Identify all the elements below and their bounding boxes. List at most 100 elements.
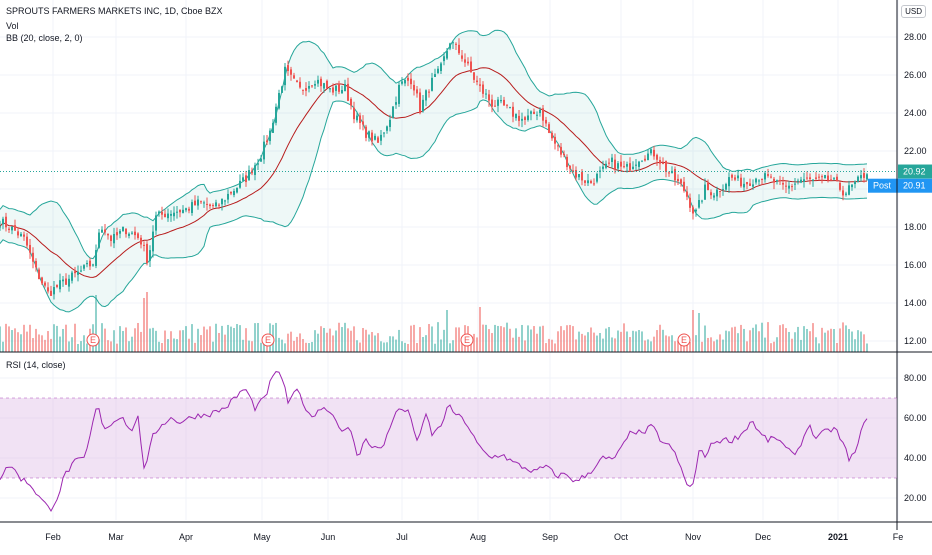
candle-body — [563, 153, 565, 156]
volume-bar — [731, 327, 733, 352]
volume-bar — [161, 343, 163, 352]
candle-body — [395, 102, 397, 105]
volume-bar — [62, 328, 64, 352]
volume-bar — [131, 336, 133, 352]
volume-bar — [26, 331, 28, 352]
volume-bar — [629, 337, 631, 352]
candle-body — [26, 236, 28, 246]
candle-body — [623, 166, 625, 168]
volume-bar — [476, 337, 478, 352]
candle-body — [758, 180, 760, 182]
candle-body — [212, 205, 214, 207]
candle-body — [152, 231, 154, 252]
time-axis-tick: Feb — [45, 532, 61, 542]
candle-body — [719, 190, 721, 192]
candle-body — [155, 215, 157, 231]
volume-bar — [134, 328, 136, 352]
price-axis-tick: 28.00 — [904, 32, 927, 42]
volume-bar — [656, 330, 658, 352]
volume-bar — [56, 325, 58, 352]
volume-bar — [524, 340, 526, 352]
volume-bar — [350, 330, 352, 352]
candle-body — [248, 170, 250, 180]
candle-body — [692, 207, 694, 214]
volume-bar — [473, 333, 475, 352]
candle-body — [113, 233, 115, 244]
volume-bar — [38, 334, 40, 352]
chart-title: SPROUTS FARMERS MARKETS INC, 1D, Cboe BZ… — [6, 6, 223, 16]
volume-bar — [758, 331, 760, 352]
volume-bar — [590, 327, 592, 352]
volume-bar — [200, 335, 202, 352]
volume-bar — [287, 333, 289, 352]
candle-body — [218, 204, 220, 206]
time-axis-tick: Dec — [755, 532, 772, 542]
currency-button[interactable]: USD — [901, 5, 926, 18]
candle-body — [332, 87, 334, 93]
candle-body — [791, 186, 793, 188]
candle-body — [374, 135, 376, 140]
candle-body — [236, 187, 238, 193]
volume-bar — [560, 326, 562, 352]
volume-bar — [392, 336, 394, 352]
candle-body — [53, 287, 55, 295]
candle-body — [644, 158, 646, 161]
candle-body — [425, 90, 427, 101]
candle-body — [677, 178, 679, 182]
candle-body — [548, 124, 550, 133]
candle-body — [629, 163, 631, 171]
volume-bar — [248, 340, 250, 352]
time-axis-tick: Nov — [685, 532, 702, 542]
candle-body — [47, 287, 49, 292]
earnings-marker-label: E — [464, 335, 470, 345]
time-axis-tick: 2021 — [828, 532, 848, 542]
candle-body — [56, 284, 58, 287]
volume-bar — [605, 328, 607, 352]
candle-body — [263, 141, 265, 160]
candle-body — [386, 126, 388, 131]
candle-body — [605, 163, 607, 168]
candle-body — [698, 200, 700, 208]
volume-bar — [842, 322, 844, 352]
candle-body — [59, 280, 61, 290]
candle-body — [503, 99, 505, 106]
volume-bar — [344, 322, 346, 352]
candle-body — [239, 180, 241, 188]
volume-bar — [149, 328, 151, 352]
volume-bar — [179, 330, 181, 352]
time-axis-tick: Fe — [893, 532, 904, 542]
volume-bar — [203, 326, 205, 352]
candle-body — [17, 231, 19, 236]
candle-body — [800, 179, 802, 183]
candle-body — [362, 121, 364, 125]
volume-bar — [245, 328, 247, 352]
candle-body — [554, 136, 556, 144]
volume-bar — [500, 326, 502, 352]
volume-bar — [413, 324, 415, 352]
volume-bar — [695, 335, 697, 352]
volume-bar — [263, 342, 265, 352]
candle-body — [449, 43, 451, 49]
volume-bar — [332, 335, 334, 352]
volume-bar — [509, 328, 511, 352]
candle-body — [323, 83, 325, 89]
candle-body — [68, 278, 70, 287]
candle-body — [773, 178, 775, 183]
candle-body — [14, 225, 16, 231]
candle-body — [50, 290, 52, 296]
candle-body — [851, 184, 853, 188]
candle-body — [83, 265, 85, 269]
volume-bar — [374, 335, 376, 352]
candle-body — [179, 209, 181, 213]
candle-body — [593, 183, 595, 185]
candle-body — [452, 42, 454, 44]
candle-body — [437, 68, 439, 73]
volume-bar — [23, 324, 25, 352]
candle-body — [473, 72, 475, 80]
candle-body — [365, 126, 367, 138]
volume-bar — [632, 330, 634, 352]
candle-body — [209, 204, 211, 207]
volume-bar — [776, 337, 778, 352]
volume-bar — [770, 343, 772, 352]
